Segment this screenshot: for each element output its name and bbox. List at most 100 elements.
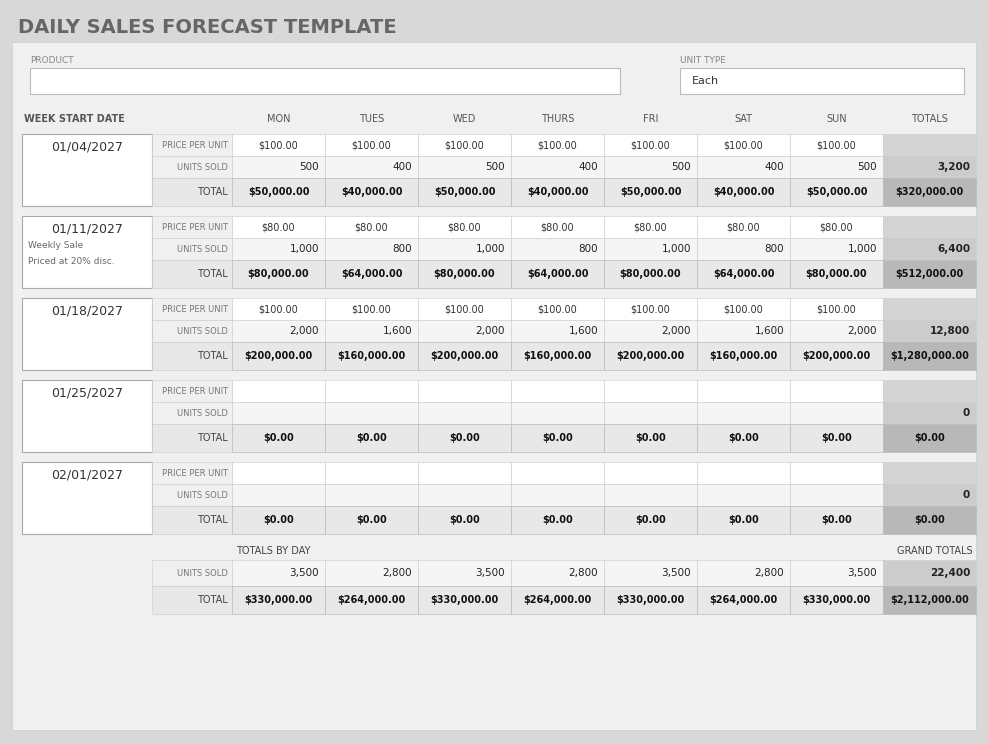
Text: 400: 400 [392, 162, 412, 172]
Bar [232, 156, 324, 178]
Text: UNITS SOLD: UNITS SOLD [177, 162, 228, 172]
Bar [511, 298, 604, 320]
Bar [418, 238, 511, 260]
Text: UNIT TYPE: UNIT TYPE [680, 56, 726, 65]
Text: PRODUCT: PRODUCT [30, 56, 74, 65]
Text: 0: 0 [962, 408, 970, 418]
Text: Each: Each [692, 76, 719, 86]
Text: $200,000.00: $200,000.00 [431, 351, 499, 361]
Text: 800: 800 [392, 244, 412, 254]
Bar [152, 260, 232, 288]
Text: $0.00: $0.00 [728, 433, 759, 443]
Text: $80,000.00: $80,000.00 [805, 269, 867, 279]
Bar [604, 216, 697, 238]
Bar [232, 380, 324, 402]
Bar [697, 506, 789, 534]
Text: TOTALS BY DAY: TOTALS BY DAY [236, 546, 310, 556]
Text: 2,000: 2,000 [662, 326, 691, 336]
Text: $64,000.00: $64,000.00 [341, 269, 402, 279]
Bar [152, 586, 232, 614]
Text: UNITS SOLD: UNITS SOLD [177, 327, 228, 336]
Bar [418, 216, 511, 238]
Bar [697, 484, 789, 506]
Text: $80,000.00: $80,000.00 [434, 269, 495, 279]
Bar [790, 506, 882, 534]
Bar [152, 342, 232, 370]
Text: $80,000.00: $80,000.00 [619, 269, 682, 279]
Bar [790, 178, 882, 206]
Bar [152, 178, 232, 206]
Text: $330,000.00: $330,000.00 [431, 595, 499, 605]
Bar [232, 424, 324, 452]
Text: $200,000.00: $200,000.00 [244, 351, 312, 361]
Bar [604, 260, 697, 288]
Bar [790, 216, 882, 238]
Bar [418, 298, 511, 320]
Text: 3,500: 3,500 [475, 568, 505, 578]
Text: $160,000.00: $160,000.00 [709, 351, 778, 361]
Bar [790, 134, 882, 156]
Bar [697, 156, 789, 178]
Text: 2,000: 2,000 [475, 326, 505, 336]
Bar [232, 462, 324, 484]
Text: $0.00: $0.00 [542, 515, 573, 525]
Text: $100.00: $100.00 [352, 140, 391, 150]
Bar [418, 402, 511, 424]
Text: FRI: FRI [643, 114, 658, 124]
Bar [790, 462, 882, 484]
Bar [604, 342, 697, 370]
Bar [232, 506, 324, 534]
Bar [604, 484, 697, 506]
Bar [604, 462, 697, 484]
Text: $264,000.00: $264,000.00 [524, 595, 592, 605]
Bar [511, 342, 604, 370]
Bar [152, 320, 232, 342]
Text: $100.00: $100.00 [259, 140, 298, 150]
Text: $320,000.00: $320,000.00 [895, 187, 963, 197]
Bar [418, 506, 511, 534]
Bar [232, 342, 324, 370]
Text: 01/18/2027: 01/18/2027 [51, 304, 123, 318]
Text: SAT: SAT [734, 114, 753, 124]
Bar [418, 424, 511, 452]
Bar [511, 402, 604, 424]
Text: $160,000.00: $160,000.00 [524, 351, 592, 361]
Bar [883, 342, 975, 370]
Text: $100.00: $100.00 [630, 140, 671, 150]
Bar [697, 462, 789, 484]
Text: $0.00: $0.00 [450, 433, 480, 443]
Text: $80,000.00: $80,000.00 [248, 269, 309, 279]
Text: TOTALS: TOTALS [911, 114, 947, 124]
Bar [790, 402, 882, 424]
Bar [697, 178, 789, 206]
Bar [604, 320, 697, 342]
Text: DAILY SALES FORECAST TEMPLATE: DAILY SALES FORECAST TEMPLATE [18, 18, 396, 37]
Bar [152, 298, 232, 320]
Bar [883, 484, 975, 506]
Bar [883, 380, 975, 402]
Bar [883, 586, 975, 614]
Text: 2,000: 2,000 [289, 326, 319, 336]
Bar [883, 178, 975, 206]
Bar [325, 506, 418, 534]
Bar [511, 260, 604, 288]
Bar [232, 216, 324, 238]
Bar [511, 238, 604, 260]
Bar [325, 484, 418, 506]
Text: 01/04/2027: 01/04/2027 [51, 141, 123, 153]
Text: UNITS SOLD: UNITS SOLD [177, 490, 228, 499]
Text: $50,000.00: $50,000.00 [806, 187, 867, 197]
Text: $100.00: $100.00 [537, 140, 577, 150]
Text: 1,000: 1,000 [848, 244, 877, 254]
Text: $0.00: $0.00 [356, 515, 387, 525]
Bar [511, 506, 604, 534]
Text: 3,500: 3,500 [661, 568, 691, 578]
Bar [790, 260, 882, 288]
Bar [232, 260, 324, 288]
Text: 500: 500 [299, 162, 319, 172]
Bar [325, 462, 418, 484]
Text: TOTAL: TOTAL [198, 187, 228, 197]
Text: 01/25/2027: 01/25/2027 [51, 386, 123, 400]
Text: 3,500: 3,500 [289, 568, 319, 578]
Bar [232, 298, 324, 320]
